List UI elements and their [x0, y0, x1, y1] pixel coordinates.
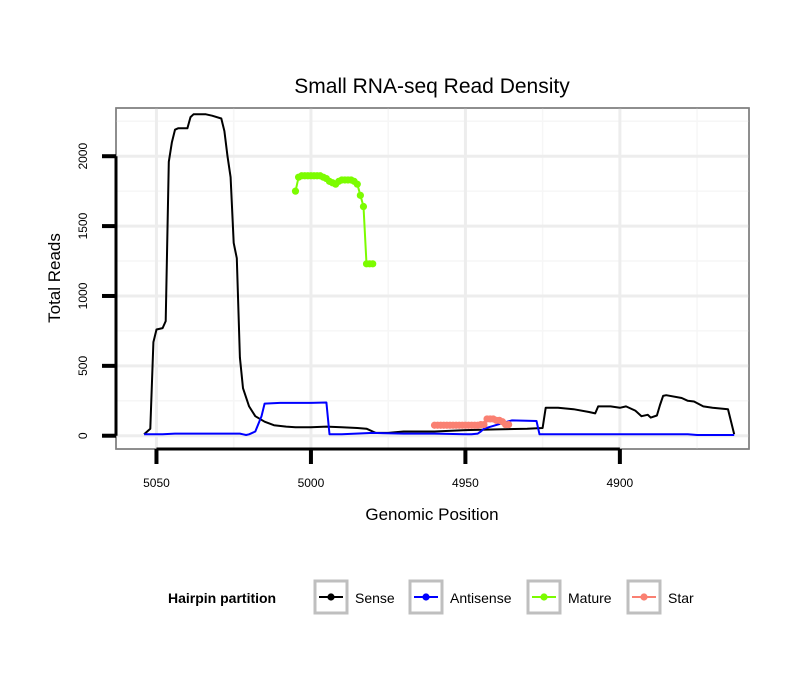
legend-label: Sense — [355, 590, 395, 606]
x-tick-label: 5000 — [298, 476, 325, 490]
series-antisense — [144, 401, 735, 436]
legend-item-mature: Mature — [526, 579, 612, 615]
data-point-mature — [359, 202, 368, 211]
y-tick-label: 2000 — [76, 143, 90, 170]
legend-label: Antisense — [450, 590, 512, 606]
data-point-star — [505, 420, 513, 429]
series-star — [430, 415, 513, 429]
legend-label: Mature — [568, 590, 612, 606]
x-axis-label: Genomic Position — [365, 505, 498, 524]
x-axis: 5050 5000 4950 4900 — [143, 447, 634, 490]
legend: Hairpin partition Sense Antisense Mature St… — [168, 579, 694, 615]
y-tick-label: 1000 — [76, 282, 90, 309]
series-mature — [291, 172, 377, 268]
series-layer — [143, 113, 736, 436]
legend-title: Hairpin partition — [168, 590, 276, 606]
chart-title: Small RNA-seq Read Density — [294, 75, 570, 98]
x-tick-label: 4900 — [607, 476, 634, 490]
y-axis-label: Total Reads — [45, 233, 64, 323]
data-point-mature — [291, 187, 300, 195]
grid-lines — [116, 108, 749, 449]
series-sense — [143, 113, 736, 436]
legend-label: Star — [668, 590, 694, 606]
legend-item-antisense: Antisense — [408, 579, 512, 615]
x-tick-label: 4950 — [452, 476, 479, 490]
data-point-mature — [369, 260, 377, 268]
y-tick-label: 1500 — [76, 212, 90, 239]
series-line-sense — [143, 113, 736, 436]
y-tick-label: 0 — [76, 432, 90, 439]
series-line-antisense — [144, 401, 735, 436]
data-point-mature — [353, 180, 361, 188]
legend-item-sense: Sense — [313, 579, 395, 615]
legend-key-point — [640, 593, 648, 601]
legend-key-point — [422, 593, 430, 601]
legend-key-point — [327, 593, 335, 601]
data-point-mature — [356, 191, 364, 199]
y-tick-label: 500 — [76, 356, 90, 376]
legend-item-star: Star — [626, 579, 694, 615]
data-point-star — [480, 420, 488, 429]
x-tick-label: 5050 — [143, 476, 170, 490]
y-axis: 0 500 1000 1500 2000 — [76, 143, 118, 439]
plot-panel — [115, 107, 750, 450]
legend-key-point — [540, 593, 548, 601]
